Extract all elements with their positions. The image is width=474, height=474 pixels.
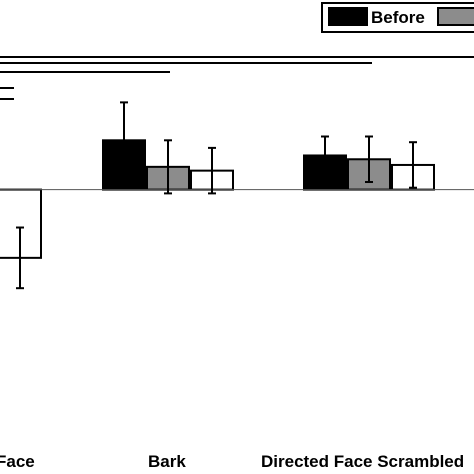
category-label-directed-face-scrambled: Directed Face Scrambled bbox=[261, 452, 464, 471]
legend-swatch-before bbox=[328, 7, 368, 26]
error-bar bbox=[208, 146, 216, 195]
error-bars bbox=[16, 101, 417, 290]
category-label-face: Face bbox=[0, 452, 35, 471]
error-bar bbox=[409, 141, 417, 189]
error-bar bbox=[365, 135, 373, 184]
error-bar bbox=[321, 135, 329, 176]
legend-label-before: Before bbox=[371, 8, 425, 27]
category-label-bark: Bark bbox=[148, 452, 186, 471]
significance-lines bbox=[0, 56, 474, 100]
error-bar bbox=[164, 139, 172, 195]
error-bar bbox=[120, 101, 128, 180]
category-labels: Face Bark Directed Face Scrambled bbox=[0, 452, 464, 471]
error-bar bbox=[16, 226, 24, 290]
legend-swatch-series-2 bbox=[437, 7, 474, 26]
legend: Before bbox=[321, 2, 474, 33]
